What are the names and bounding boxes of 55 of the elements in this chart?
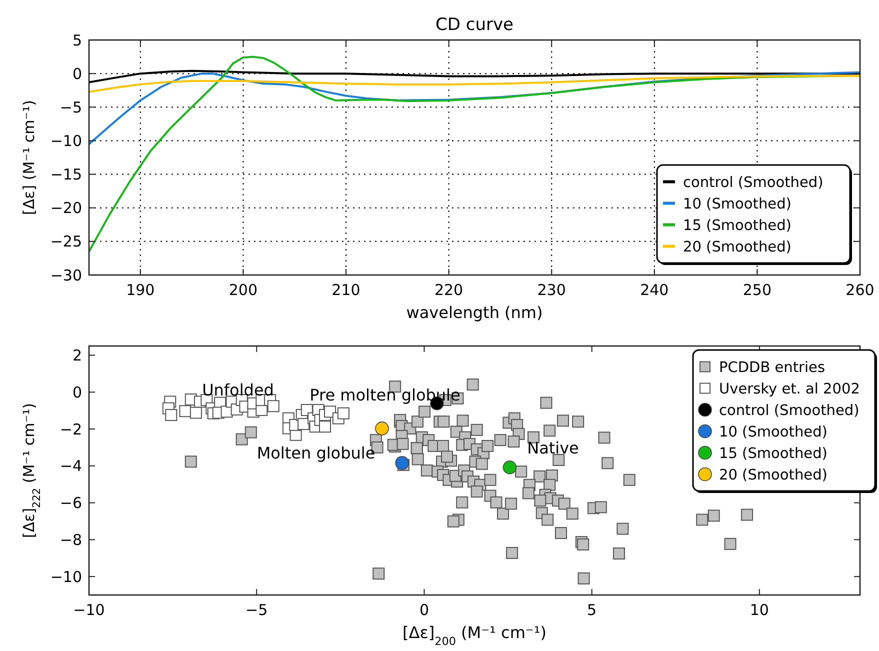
x-tick-label: 250 <box>742 281 772 299</box>
point <box>337 407 350 420</box>
point <box>267 400 280 412</box>
point <box>318 420 331 433</box>
x-tick-label: 0 <box>419 601 429 619</box>
y-axis-title: [Δε] (M⁻¹ cm⁻¹) <box>20 100 38 215</box>
chart-title: CD curve <box>436 15 514 35</box>
x-tick-label: 240 <box>640 281 669 299</box>
y-tick-label: −4 <box>60 457 82 476</box>
annotation: Molten globule <box>256 444 376 463</box>
point <box>395 456 409 470</box>
point <box>375 422 389 436</box>
legend-label: 10 (Smoothed) <box>683 196 792 212</box>
legend-label: Uversky et. al 2002 <box>719 381 860 398</box>
point <box>179 405 192 418</box>
point <box>298 418 310 430</box>
annotation: Native <box>527 438 579 458</box>
y-tick-label: −15 <box>50 166 82 184</box>
x-tick-label: 210 <box>332 281 360 299</box>
x-axis-title: wavelength (nm) <box>406 303 543 322</box>
y-tick-label: −30 <box>50 266 82 284</box>
y-tick-label: 5 <box>72 31 82 50</box>
line-series <box>89 74 860 93</box>
point <box>190 406 202 419</box>
x-tick-label: 5 <box>587 601 597 619</box>
legend-label: control (Smoothed) <box>683 174 824 191</box>
point <box>165 408 178 421</box>
x-tick-label: 200 <box>228 281 258 299</box>
annotation: Unfolded <box>202 380 274 400</box>
x-tick-label: −5 <box>246 601 268 619</box>
y-tick-label: −5 <box>60 98 82 116</box>
y-tick-label: −6 <box>60 494 82 512</box>
legend-label: 20 (Smoothed) <box>719 467 828 484</box>
x-tick-label: 230 <box>537 281 566 299</box>
legend-label: 15 (Smoothed) <box>719 446 828 462</box>
point <box>502 460 517 474</box>
x-axis-title: [Δε]$_{200}$ (M⁻¹ cm⁻¹) <box>402 623 546 648</box>
x-tick-label: 190 <box>126 281 155 299</box>
y-tick-label: −10 <box>50 132 82 150</box>
y-tick-label: 0 <box>72 64 82 83</box>
y-tick-label: −20 <box>50 199 82 218</box>
y-tick-label: −10 <box>50 568 82 586</box>
legend-label: 10 (Smoothed) <box>719 424 828 440</box>
x-tick-label: 260 <box>846 281 874 299</box>
y-tick-label: −8 <box>60 530 82 549</box>
x-tick-label: 220 <box>434 281 464 299</box>
legend-label: control (Smoothed) <box>719 402 860 419</box>
y-tick-label: 2 <box>72 346 82 364</box>
y-tick-label: −2 <box>60 420 82 438</box>
legend-label: PCDDB entries <box>719 360 826 376</box>
legend-label: 15 (Smoothed) <box>683 218 792 234</box>
legend-label: 20 (Smoothed) <box>683 239 792 256</box>
x-tick-label: 10 <box>750 601 769 619</box>
y-tick-label: 0 <box>72 383 82 402</box>
y-tick-label: −25 <box>50 232 82 251</box>
